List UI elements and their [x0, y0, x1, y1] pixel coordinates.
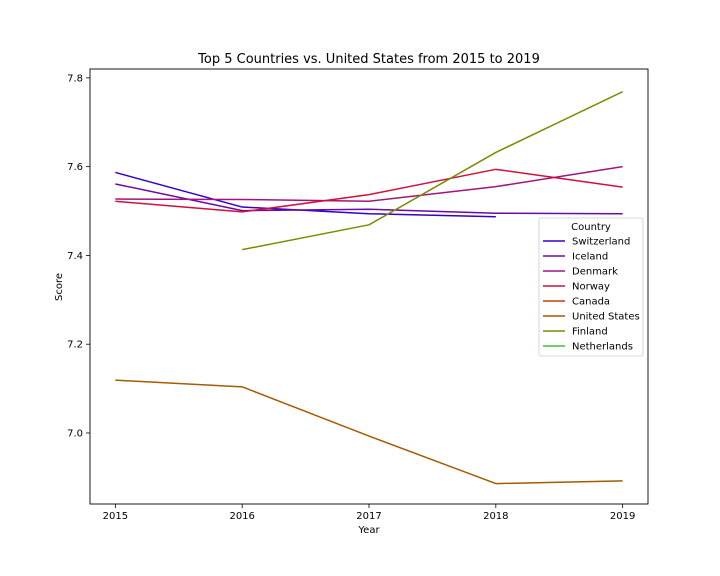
- y-axis-title: Score: [54, 273, 65, 301]
- x-tick-label: 2015: [103, 511, 128, 522]
- legend-box: [538, 217, 644, 357]
- legend-label-denmark: Denmark: [572, 267, 618, 278]
- legend-label-switzerland: Switzerland: [572, 237, 630, 248]
- series-line-united-states: [115, 379, 623, 485]
- legend-label-finland: Finland: [572, 327, 608, 338]
- series-line-finland: [242, 90, 623, 251]
- series-line-iceland: [115, 183, 623, 215]
- x-tick-label: 2019: [610, 511, 635, 522]
- y-tick-label: 7.8: [67, 73, 83, 84]
- y-tick-label: 7.2: [67, 340, 83, 351]
- legend-items: Switzerland Iceland Denmark Norway Canada Uni…: [543, 237, 640, 353]
- chart-title: Top 5 Countries vs. United States from 2…: [197, 52, 540, 67]
- legend-label-united-states: United States: [572, 312, 640, 323]
- x-axis-title: Year: [357, 525, 380, 536]
- x-tick-label: 2017: [356, 511, 381, 522]
- legend-label-norway: Norway: [572, 282, 610, 293]
- x-tick-label: 2018: [483, 511, 508, 522]
- legend-label-canada: Canada: [572, 297, 610, 308]
- series-line-norway: [115, 168, 623, 213]
- x-axis: 2015 2016 2017 2018 2019: [103, 504, 635, 522]
- y-tick-label: 7.4: [67, 251, 83, 262]
- series-lines: [115, 90, 623, 485]
- legend-title: Country: [571, 222, 611, 233]
- legend-label-iceland: Iceland: [572, 252, 608, 263]
- legend-label-netherlands: Netherlands: [572, 342, 633, 353]
- y-axis: 7.0 7.2 7.4 7.6 7.8: [67, 73, 90, 439]
- y-tick-label: 7.0: [67, 428, 83, 439]
- x-tick-label: 2016: [229, 511, 254, 522]
- series-line-denmark: [115, 165, 623, 203]
- y-tick-label: 7.6: [67, 162, 83, 173]
- legend: Country Switzerland Iceland Denmark Norway C…: [538, 217, 644, 357]
